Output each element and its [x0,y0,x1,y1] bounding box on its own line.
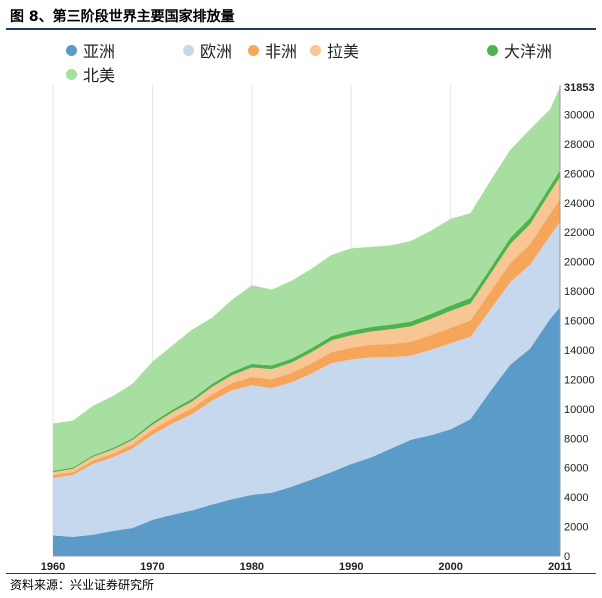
legend-label-1: 欧洲 [200,42,233,61]
y-tick-label-16000: 16000 [564,316,595,328]
legend-swatch-3 [310,44,321,56]
y-tick-label-2000: 2000 [564,522,588,534]
legend-swatch-4 [487,44,498,56]
area-1 [53,221,560,537]
x-tick-label-1970: 1970 [140,561,164,573]
area-2 [53,199,560,478]
y-tick-label-26000: 26000 [564,168,595,180]
legend-swatch-1 [183,44,194,56]
figure-title: 图 8、第三阶段世界主要国家排放量 [10,9,235,25]
legend-item-5: 北美 [66,62,115,86]
title-rule [6,28,596,30]
y-tick-label-6000: 6000 [564,463,588,475]
area-0 [53,307,560,556]
area-5 [53,87,560,471]
legend-label-5: 北美 [83,66,116,85]
x-tick-label-2011: 2011 [548,561,572,573]
legend-label-3: 拉美 [327,42,360,61]
y-tick-label-4000: 4000 [564,492,588,504]
y-tick-label-10000: 10000 [564,404,595,416]
y-tick-label-12000: 12000 [564,374,595,386]
legend-item-3: 拉美 [310,38,359,62]
y-max-label: 31853 [564,82,595,94]
legend-label-4: 大洋洲 [504,42,553,61]
legend-item-0: 亚洲 [66,38,115,62]
legend-item-1: 欧洲 [183,38,232,62]
legend-label-2: 非洲 [265,42,298,61]
y-tick-label-14000: 14000 [564,345,595,357]
x-tick-label-1990: 1990 [339,561,363,573]
legend-swatch-2 [248,44,259,56]
y-tick-label-18000: 18000 [564,286,595,298]
y-tick-label-0: 0 [564,551,570,563]
legend-label-0: 亚洲 [83,42,116,61]
legend-swatch-0 [66,44,77,56]
y-tick-label-24000: 24000 [564,198,595,210]
y-tick-label-28000: 28000 [564,139,595,151]
legend-item-4: 大洋洲 [487,38,552,62]
area-series [53,87,560,556]
x-tick-label-2000: 2000 [438,561,462,573]
x-tick-label-1980: 1980 [240,561,264,573]
legend-item-2: 非洲 [248,38,297,62]
source-note: 资料来源：兴业证券研究所 [10,578,155,592]
y-tick-label-20000: 20000 [564,257,595,269]
y-tick-label-22000: 22000 [564,227,595,239]
source-rule [6,573,596,574]
y-tick-label-30000: 30000 [564,109,595,121]
x-tick-label-1960: 1960 [41,561,65,573]
legend-swatch-5 [66,68,77,80]
y-tick-label-8000: 8000 [564,433,588,445]
